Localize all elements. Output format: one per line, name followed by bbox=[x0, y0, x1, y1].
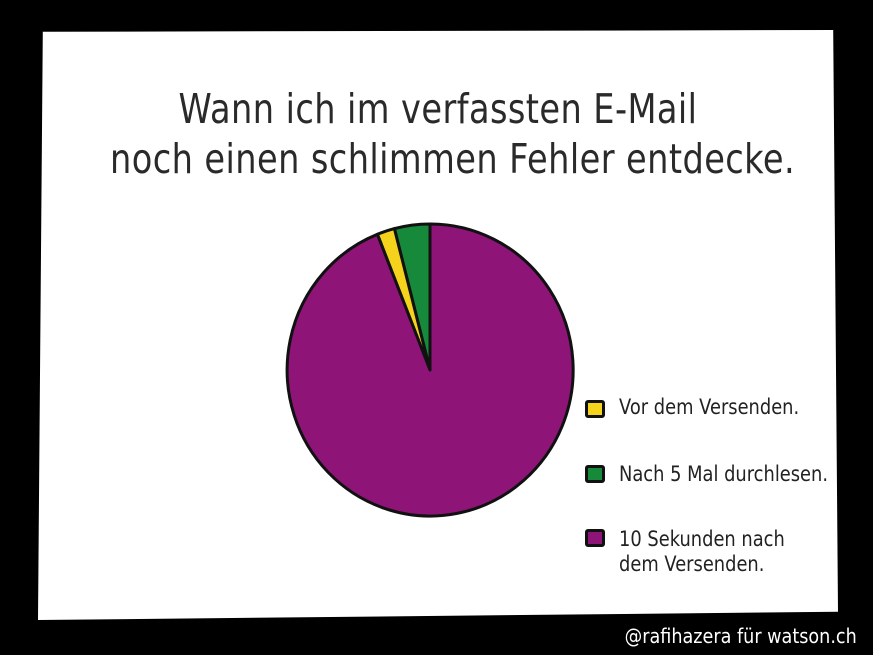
legend-swatch-green bbox=[585, 465, 605, 483]
legend-swatch-yellow bbox=[585, 400, 605, 418]
legend-label-line-2: dem Versenden. bbox=[619, 552, 765, 576]
legend-label-line-1: 10 Sekunden nach bbox=[619, 527, 785, 551]
chart-title-line-1: Wann ich im verfassten E-Mail bbox=[178, 85, 698, 133]
credit-text: @rafihazera für watson.ch bbox=[624, 624, 857, 648]
legend-swatch-purple bbox=[585, 529, 605, 547]
legend-label: Nach 5 Mal durchlesen. bbox=[619, 462, 829, 486]
pie-slice-2 bbox=[285, 222, 575, 518]
chart-title: Wann ich im verfassten E-Mail noch einen… bbox=[110, 84, 796, 184]
legend-label: 10 Sekunden nach dem Versenden. bbox=[619, 527, 785, 577]
legend-label: Vor dem Versenden. bbox=[619, 395, 800, 419]
chart-title-line-2: noch einen schlimmen Fehler entdecke. bbox=[110, 135, 796, 183]
